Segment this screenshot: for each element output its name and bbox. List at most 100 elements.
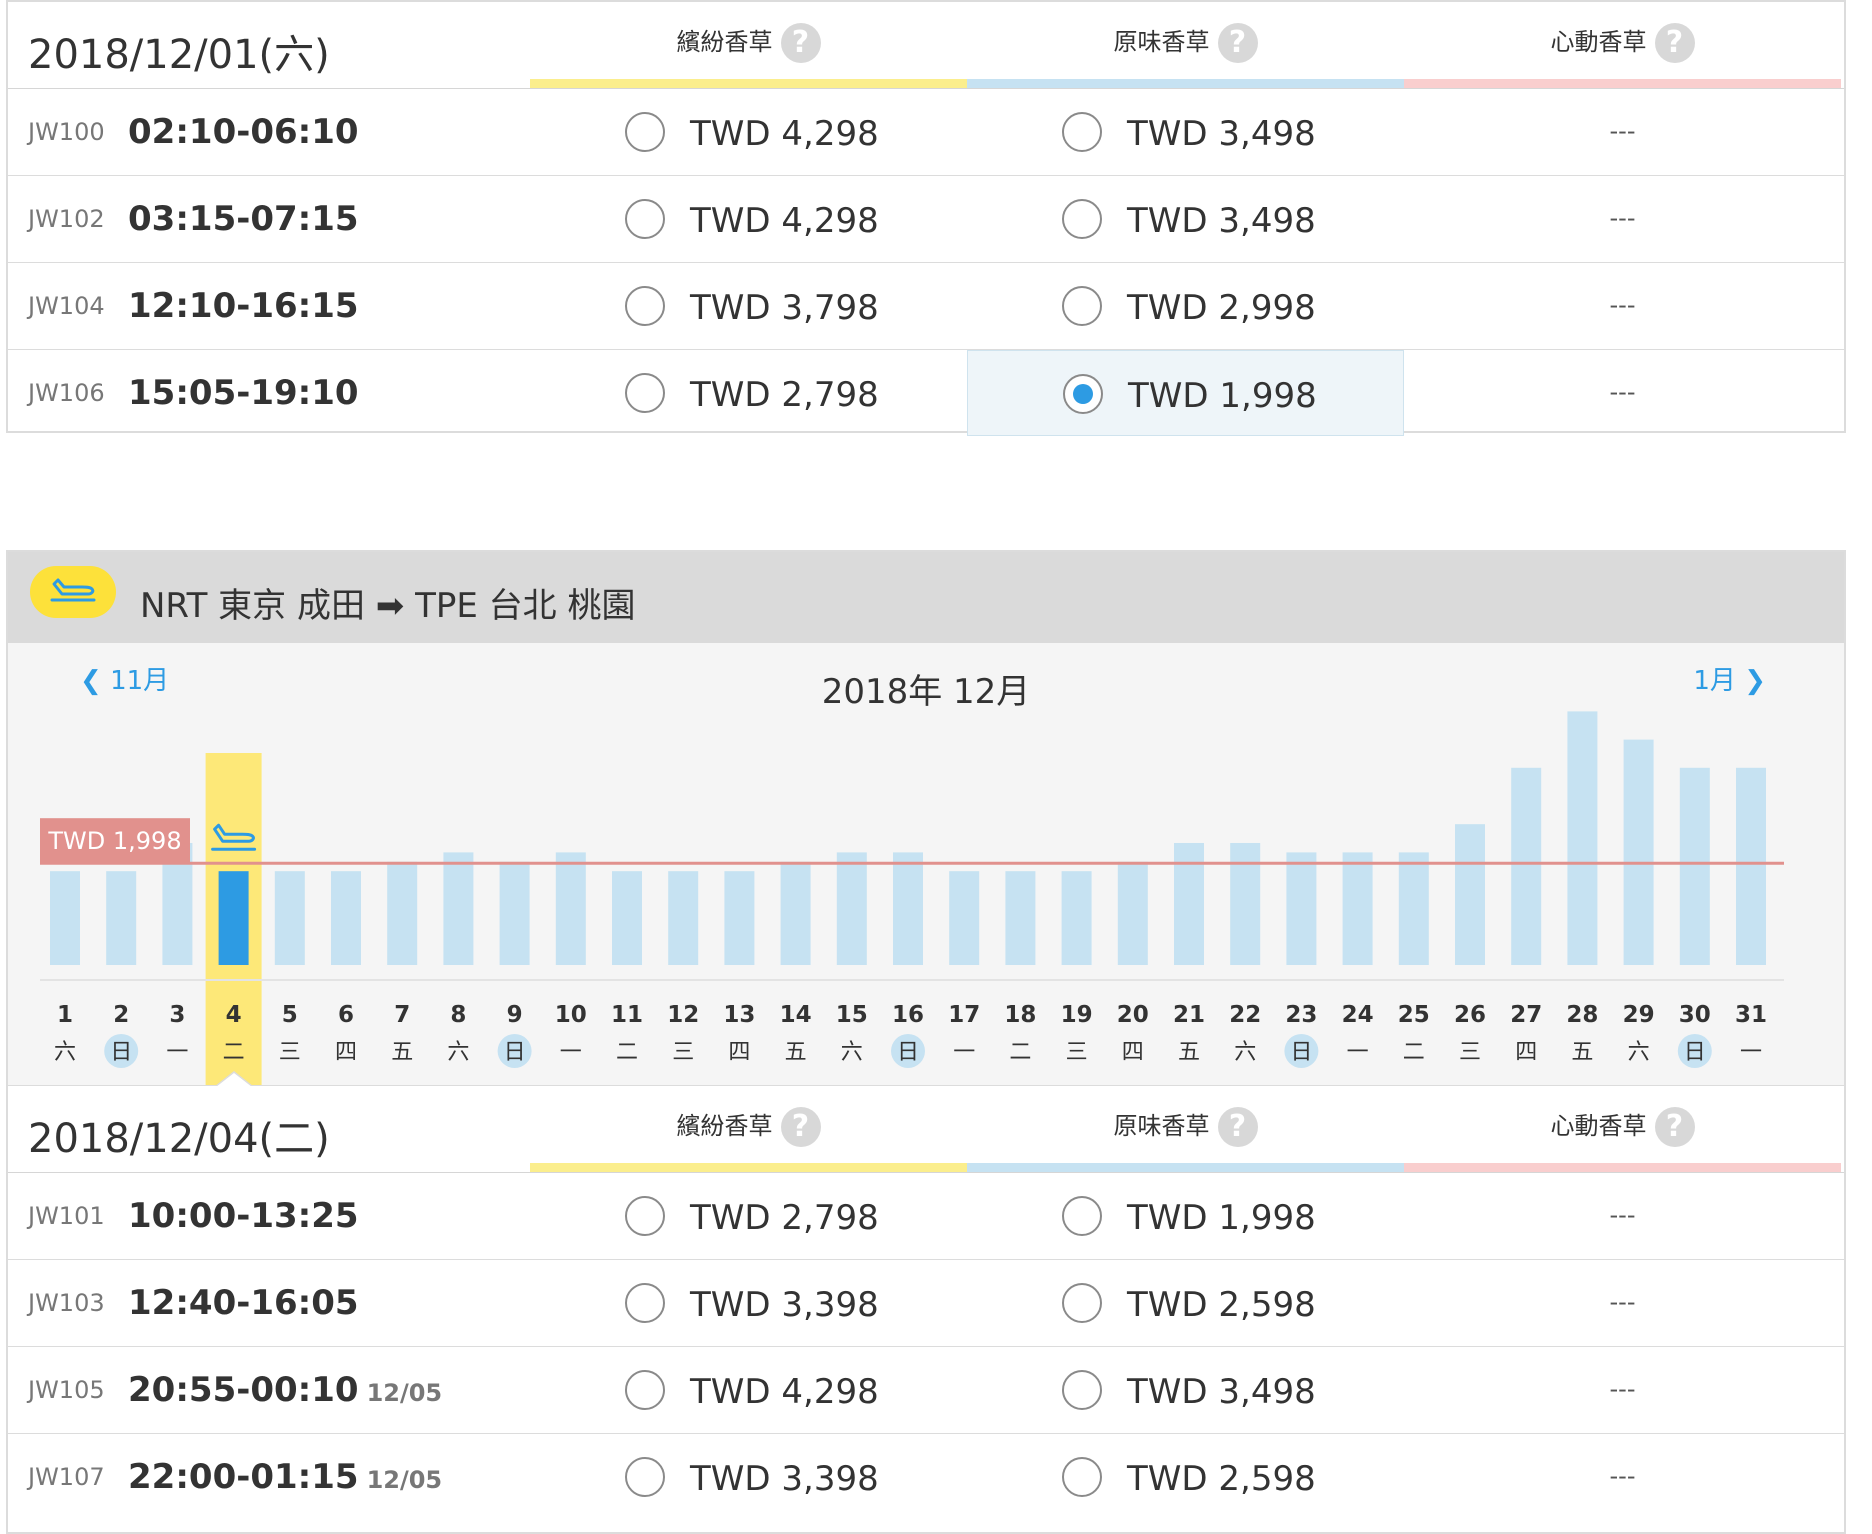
day-number-label[interactable]: 21 [1173,1002,1205,1028]
price-bar[interactable] [612,871,642,965]
day-number-label[interactable]: 12 [667,1002,699,1028]
fare-radio[interactable] [625,1457,665,1497]
day-number-label[interactable]: 15 [836,1002,868,1028]
price-bar[interactable] [668,871,699,965]
help-icon[interactable]: ? [780,23,821,63]
price-bar[interactable] [1061,871,1092,965]
fare-radio[interactable] [1062,1196,1102,1236]
day-number-label[interactable]: 9 [507,1002,523,1028]
price-bar[interactable] [1005,871,1036,965]
fare-option-1[interactable]: TWD 3,398 [530,1434,967,1520]
fare-option-2[interactable]: TWD 2,998 [967,263,1404,349]
day-number-label[interactable]: 5 [282,1002,298,1028]
day-number-label[interactable]: 22 [1229,1002,1261,1028]
day-number-label[interactable]: 18 [1004,1002,1036,1028]
day-number-label[interactable]: 6 [338,1002,354,1028]
day-number-label[interactable]: 1 [57,1002,73,1028]
price-bar[interactable] [1174,842,1204,965]
day-number-label[interactable]: 20 [1117,1002,1149,1028]
day-number-label[interactable]: 30 [1679,1002,1711,1028]
fare-radio[interactable] [1062,1370,1102,1410]
price-bar[interactable] [499,861,530,965]
fare-option-1[interactable]: TWD 3,798 [530,263,967,349]
day-number-label[interactable]: 11 [611,1002,643,1028]
price-bar[interactable] [724,871,755,965]
fare-option-1[interactable]: TWD 2,798 [530,350,967,436]
fare-option-1[interactable]: TWD 3,398 [530,1260,967,1346]
fare-radio[interactable] [625,1196,665,1236]
day-number-label[interactable]: 13 [723,1002,755,1028]
fare-radio[interactable] [625,373,665,413]
fare-radio[interactable] [1063,374,1103,414]
day-number-label[interactable]: 3 [169,1002,185,1028]
help-icon[interactable]: ? [1217,23,1258,63]
help-icon[interactable]: ? [1217,1107,1258,1147]
price-bar[interactable] [1511,767,1542,965]
day-number-label[interactable]: 19 [1061,1002,1093,1028]
fare-option-1[interactable]: TWD 4,298 [530,1347,967,1433]
help-icon[interactable]: ? [780,1107,821,1147]
day-number-label[interactable]: 14 [780,1002,812,1028]
price-bar[interactable] [893,852,923,965]
help-icon[interactable]: ? [1654,1107,1695,1147]
day-number-label[interactable]: 27 [1510,1002,1542,1028]
price-bar[interactable] [443,852,474,965]
price-bar[interactable] [218,871,249,965]
prev-month-button[interactable]: ❮ 11月 [80,660,169,697]
fare-option-2[interactable]: TWD 3,498 [967,1347,1404,1433]
price-bar[interactable] [1736,767,1766,965]
price-bar[interactable] [106,871,137,965]
fare-radio[interactable] [1062,1457,1102,1497]
fare-radio[interactable] [625,1283,665,1323]
price-bar[interactable] [1398,852,1429,965]
fare-option-2[interactable]: TWD 3,498 [967,89,1404,175]
fare-option-2[interactable]: TWD 3,498 [967,176,1404,262]
help-icon[interactable]: ? [1654,23,1695,63]
fare-radio[interactable] [625,1370,665,1410]
price-bar[interactable] [1567,711,1598,965]
day-number-label[interactable]: 28 [1566,1002,1598,1028]
fare-option-2[interactable]: TWD 1,998 [967,350,1404,436]
fare-option-1[interactable]: TWD 4,298 [530,176,967,262]
price-bar[interactable] [836,852,867,965]
fare-option-1[interactable]: TWD 2,798 [530,1173,967,1259]
price-bar[interactable] [1342,852,1373,965]
day-number-label[interactable]: 31 [1735,1002,1767,1028]
price-bar[interactable] [555,852,586,965]
day-number-label[interactable]: 23 [1285,1002,1317,1028]
day-number-label[interactable]: 16 [892,1002,924,1028]
day-number-label[interactable]: 2 [113,1002,129,1028]
day-number-label[interactable]: 10 [555,1002,587,1028]
day-number-label[interactable]: 29 [1623,1002,1655,1028]
fare-radio[interactable] [625,112,665,152]
price-bar[interactable] [1230,842,1261,965]
fare-option-2[interactable]: TWD 2,598 [967,1434,1404,1520]
price-bar[interactable] [949,871,980,965]
fare-radio[interactable] [625,286,665,326]
price-bar[interactable] [50,871,80,965]
fare-radio[interactable] [625,199,665,239]
price-bar[interactable] [331,871,361,965]
fare-option-2[interactable]: TWD 2,598 [967,1260,1404,1346]
price-bar[interactable] [1679,767,1710,965]
price-bar[interactable] [387,861,418,965]
price-bar[interactable] [1117,861,1148,965]
fare-radio[interactable] [1062,112,1102,152]
day-number-label[interactable]: 7 [394,1002,410,1028]
day-number-label[interactable]: 24 [1342,1002,1374,1028]
price-bar[interactable] [1455,824,1485,965]
day-number-label[interactable]: 17 [948,1002,980,1028]
day-number-label[interactable]: 25 [1398,1002,1430,1028]
price-bar[interactable] [1623,739,1654,965]
day-number-label[interactable]: 26 [1454,1002,1486,1028]
price-bar[interactable] [1286,852,1317,965]
price-bar[interactable] [780,861,811,965]
next-month-button[interactable]: 1月 ❯ [1693,660,1766,697]
fare-radio[interactable] [1062,199,1102,239]
fare-option-1[interactable]: TWD 4,298 [530,89,967,175]
fare-radio[interactable] [1062,286,1102,326]
fare-radio[interactable] [1062,1283,1102,1323]
fare-option-2[interactable]: TWD 1,998 [967,1173,1404,1259]
price-bar[interactable] [274,871,305,965]
day-number-label[interactable]: 4 [226,1002,242,1028]
